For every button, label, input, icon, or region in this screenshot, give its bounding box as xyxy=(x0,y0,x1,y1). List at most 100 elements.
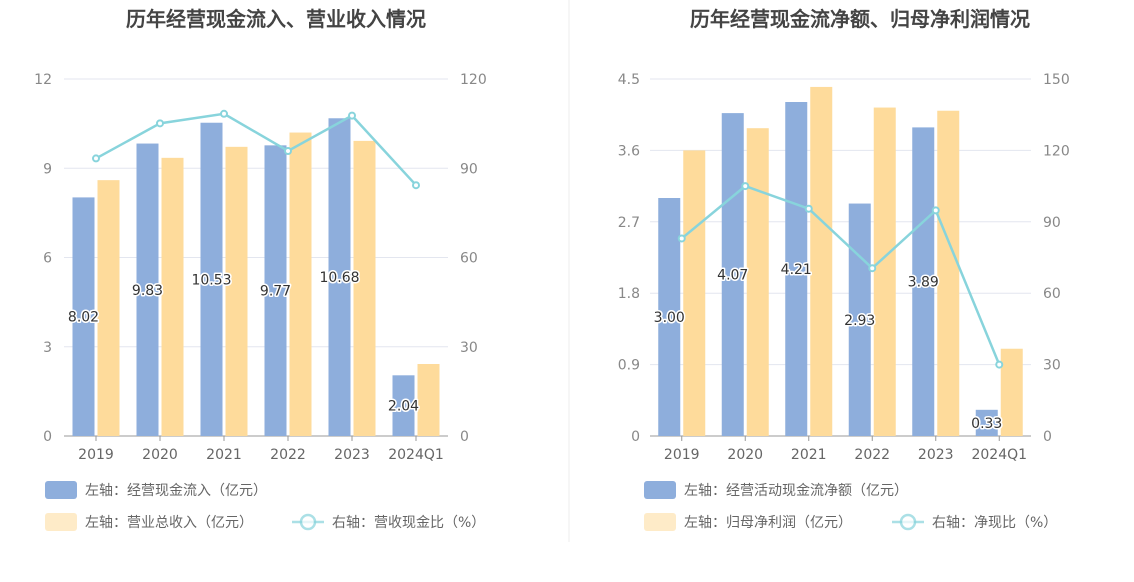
right-axis-tick-label: 60 xyxy=(460,251,478,267)
right-axis-tick-label: 0 xyxy=(1043,429,1052,445)
bar-series-1 xyxy=(785,102,808,437)
legend-label: 左轴：经营现金流入（亿元） xyxy=(85,483,267,499)
legend-line-marker xyxy=(899,513,917,531)
legend-label: 左轴：经营活动现金流净额（亿元） xyxy=(684,483,908,499)
bar-series-1 xyxy=(658,198,681,436)
right-axis-tick-label: 30 xyxy=(460,340,478,356)
bar-data-label: 3.00 xyxy=(654,310,685,326)
chart-2-title: 历年经营现金流净额、归母净利润情况 xyxy=(690,7,1030,31)
bar-series-2 xyxy=(1000,348,1023,436)
legend-label: 左轴：归母净利润（亿元） xyxy=(684,514,852,531)
left-axis-tick-label: 6 xyxy=(43,251,52,267)
left-axis-tick-label: 0 xyxy=(43,429,52,445)
x-axis-tick-label: 2024Q1 xyxy=(388,447,444,463)
ratio-line xyxy=(95,112,417,187)
x-axis-tick-label: 2023 xyxy=(334,447,370,463)
bar-data-label: 10.53 xyxy=(191,272,231,288)
ratio-line-point xyxy=(868,264,877,273)
bar-data-label: 9.77 xyxy=(260,284,291,300)
bar-series-2 xyxy=(746,128,769,437)
right-axis-tick-label: 90 xyxy=(460,161,478,177)
bar-data-label: 2.04 xyxy=(388,399,419,415)
bar-series-1 xyxy=(975,409,998,436)
left-axis-tick-label: 4.5 xyxy=(618,72,640,88)
bar-series-2 xyxy=(97,180,120,436)
x-axis-tick-label: 2020 xyxy=(727,447,763,463)
left-axis-tick-label: 3 xyxy=(43,340,52,356)
right-axis-tick-label: 30 xyxy=(1043,358,1061,374)
right-axis-tick-label: 0 xyxy=(460,429,469,445)
ratio-line-point xyxy=(931,206,940,215)
ratio-line-point xyxy=(804,204,813,213)
bar-series-2 xyxy=(353,140,376,436)
ratio-line-point xyxy=(677,234,686,243)
legend-swatch xyxy=(644,513,676,531)
x-axis-tick-label: 2019 xyxy=(78,447,114,463)
bar-data-label: 9.83 xyxy=(132,283,163,299)
left-axis-tick-label: 0.9 xyxy=(618,358,640,374)
x-axis-tick-label: 2022 xyxy=(270,447,306,463)
bar-series-2 xyxy=(873,107,896,436)
bar-series-2 xyxy=(289,132,312,437)
left-axis-tick-label: 3.6 xyxy=(618,143,640,159)
bar-data-label: 4.21 xyxy=(781,262,812,278)
bar-series-1 xyxy=(328,118,351,437)
bar-series-1 xyxy=(912,127,935,436)
ratio-line-point xyxy=(284,146,292,155)
left-axis-tick-label: 1.8 xyxy=(618,286,640,302)
legend-swatch xyxy=(45,513,77,531)
bar-series-1 xyxy=(721,113,744,436)
ratio-line-point xyxy=(995,360,1004,369)
left-axis-tick-label: 2.7 xyxy=(618,215,640,231)
bar-series-2 xyxy=(810,86,833,436)
bar-series-1 xyxy=(264,145,287,436)
legend-label: 左轴：营业总收入（亿元） xyxy=(85,515,253,531)
chart-1-title: 历年经营现金流入、营业收入情况 xyxy=(126,7,426,31)
x-axis-tick-label: 2021 xyxy=(791,447,827,463)
right-axis-tick-label: 120 xyxy=(460,72,487,88)
right-axis-tick-label: 150 xyxy=(1043,72,1070,88)
bar-series-1 xyxy=(392,375,415,436)
legend-line-marker xyxy=(299,513,317,531)
bar-data-label: 3.89 xyxy=(908,275,939,291)
ratio-line-point xyxy=(156,119,164,128)
x-axis-tick-label: 2021 xyxy=(206,447,242,463)
ratio-line-point xyxy=(92,154,100,163)
ratio-line-point xyxy=(348,111,356,120)
legend-label: 右轴：营收现金比（%） xyxy=(332,515,485,531)
ratio-line xyxy=(680,184,1001,366)
bar-series-2 xyxy=(161,157,184,436)
ratio-line-point xyxy=(220,109,228,118)
bar-data-label: 8.02 xyxy=(68,310,99,326)
bar-data-label: 10.68 xyxy=(319,270,359,286)
bar-series-2 xyxy=(417,364,440,436)
left-axis-tick-label: 12 xyxy=(34,72,52,88)
bar-series-1 xyxy=(72,197,95,436)
bar-series-1 xyxy=(136,143,159,436)
x-axis-tick-label: 2022 xyxy=(854,447,890,463)
legend-swatch xyxy=(644,481,676,499)
bar-series-2 xyxy=(683,150,706,436)
x-axis-tick-label: 2023 xyxy=(918,447,954,463)
legend-swatch xyxy=(45,481,77,499)
right-axis-tick-label: 120 xyxy=(1043,143,1070,159)
legend-label: 右轴：净现比（%） xyxy=(932,515,1057,531)
bar-data-label: 4.07 xyxy=(717,268,748,284)
ratio-line-point xyxy=(412,181,420,190)
right-axis-tick-label: 90 xyxy=(1043,215,1061,231)
ratio-line-point xyxy=(741,182,750,191)
left-axis-tick-label: 0 xyxy=(631,429,640,445)
bar-data-label: 0.33 xyxy=(971,416,1002,432)
bar-series-1 xyxy=(200,122,223,437)
x-axis-tick-label: 2019 xyxy=(664,447,700,463)
bar-series-2 xyxy=(937,110,960,436)
right-axis-tick-label: 60 xyxy=(1043,286,1061,302)
x-axis-tick-label: 2020 xyxy=(142,447,178,463)
bar-data-label: 2.93 xyxy=(844,313,875,329)
bar-series-2 xyxy=(225,146,248,436)
left-axis-tick-label: 9 xyxy=(43,161,52,177)
x-axis-tick-label: 2024Q1 xyxy=(971,447,1027,463)
chart-2-plot: 0 0.9 1.8 2.7 3.6 4.5 0 30 60 90 120 150 2019 2020 202… xyxy=(618,72,1070,531)
